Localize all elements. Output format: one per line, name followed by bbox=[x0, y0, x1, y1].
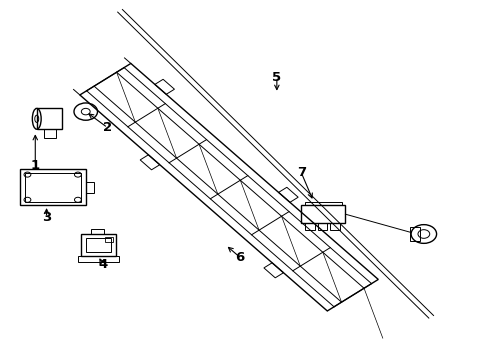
Bar bbox=[24, 173, 81, 202]
Bar bbox=[81, 234, 116, 256]
Bar bbox=[305, 223, 315, 230]
Bar bbox=[86, 238, 111, 252]
Bar bbox=[86, 182, 94, 193]
Bar bbox=[410, 227, 420, 241]
Text: 5: 5 bbox=[272, 71, 281, 84]
Text: 1: 1 bbox=[31, 159, 40, 172]
Bar bbox=[301, 205, 345, 223]
Bar bbox=[45, 129, 56, 138]
Bar bbox=[305, 202, 342, 205]
Bar bbox=[78, 256, 119, 262]
Bar bbox=[105, 237, 113, 242]
Text: 2: 2 bbox=[103, 121, 112, 134]
Text: 7: 7 bbox=[297, 166, 306, 179]
Bar bbox=[20, 169, 86, 205]
Text: 4: 4 bbox=[98, 258, 107, 271]
Bar bbox=[330, 223, 340, 230]
Text: 6: 6 bbox=[236, 251, 245, 264]
Bar bbox=[92, 229, 104, 234]
Text: 3: 3 bbox=[42, 211, 51, 224]
Bar bbox=[318, 223, 327, 230]
Bar bbox=[37, 108, 62, 129]
